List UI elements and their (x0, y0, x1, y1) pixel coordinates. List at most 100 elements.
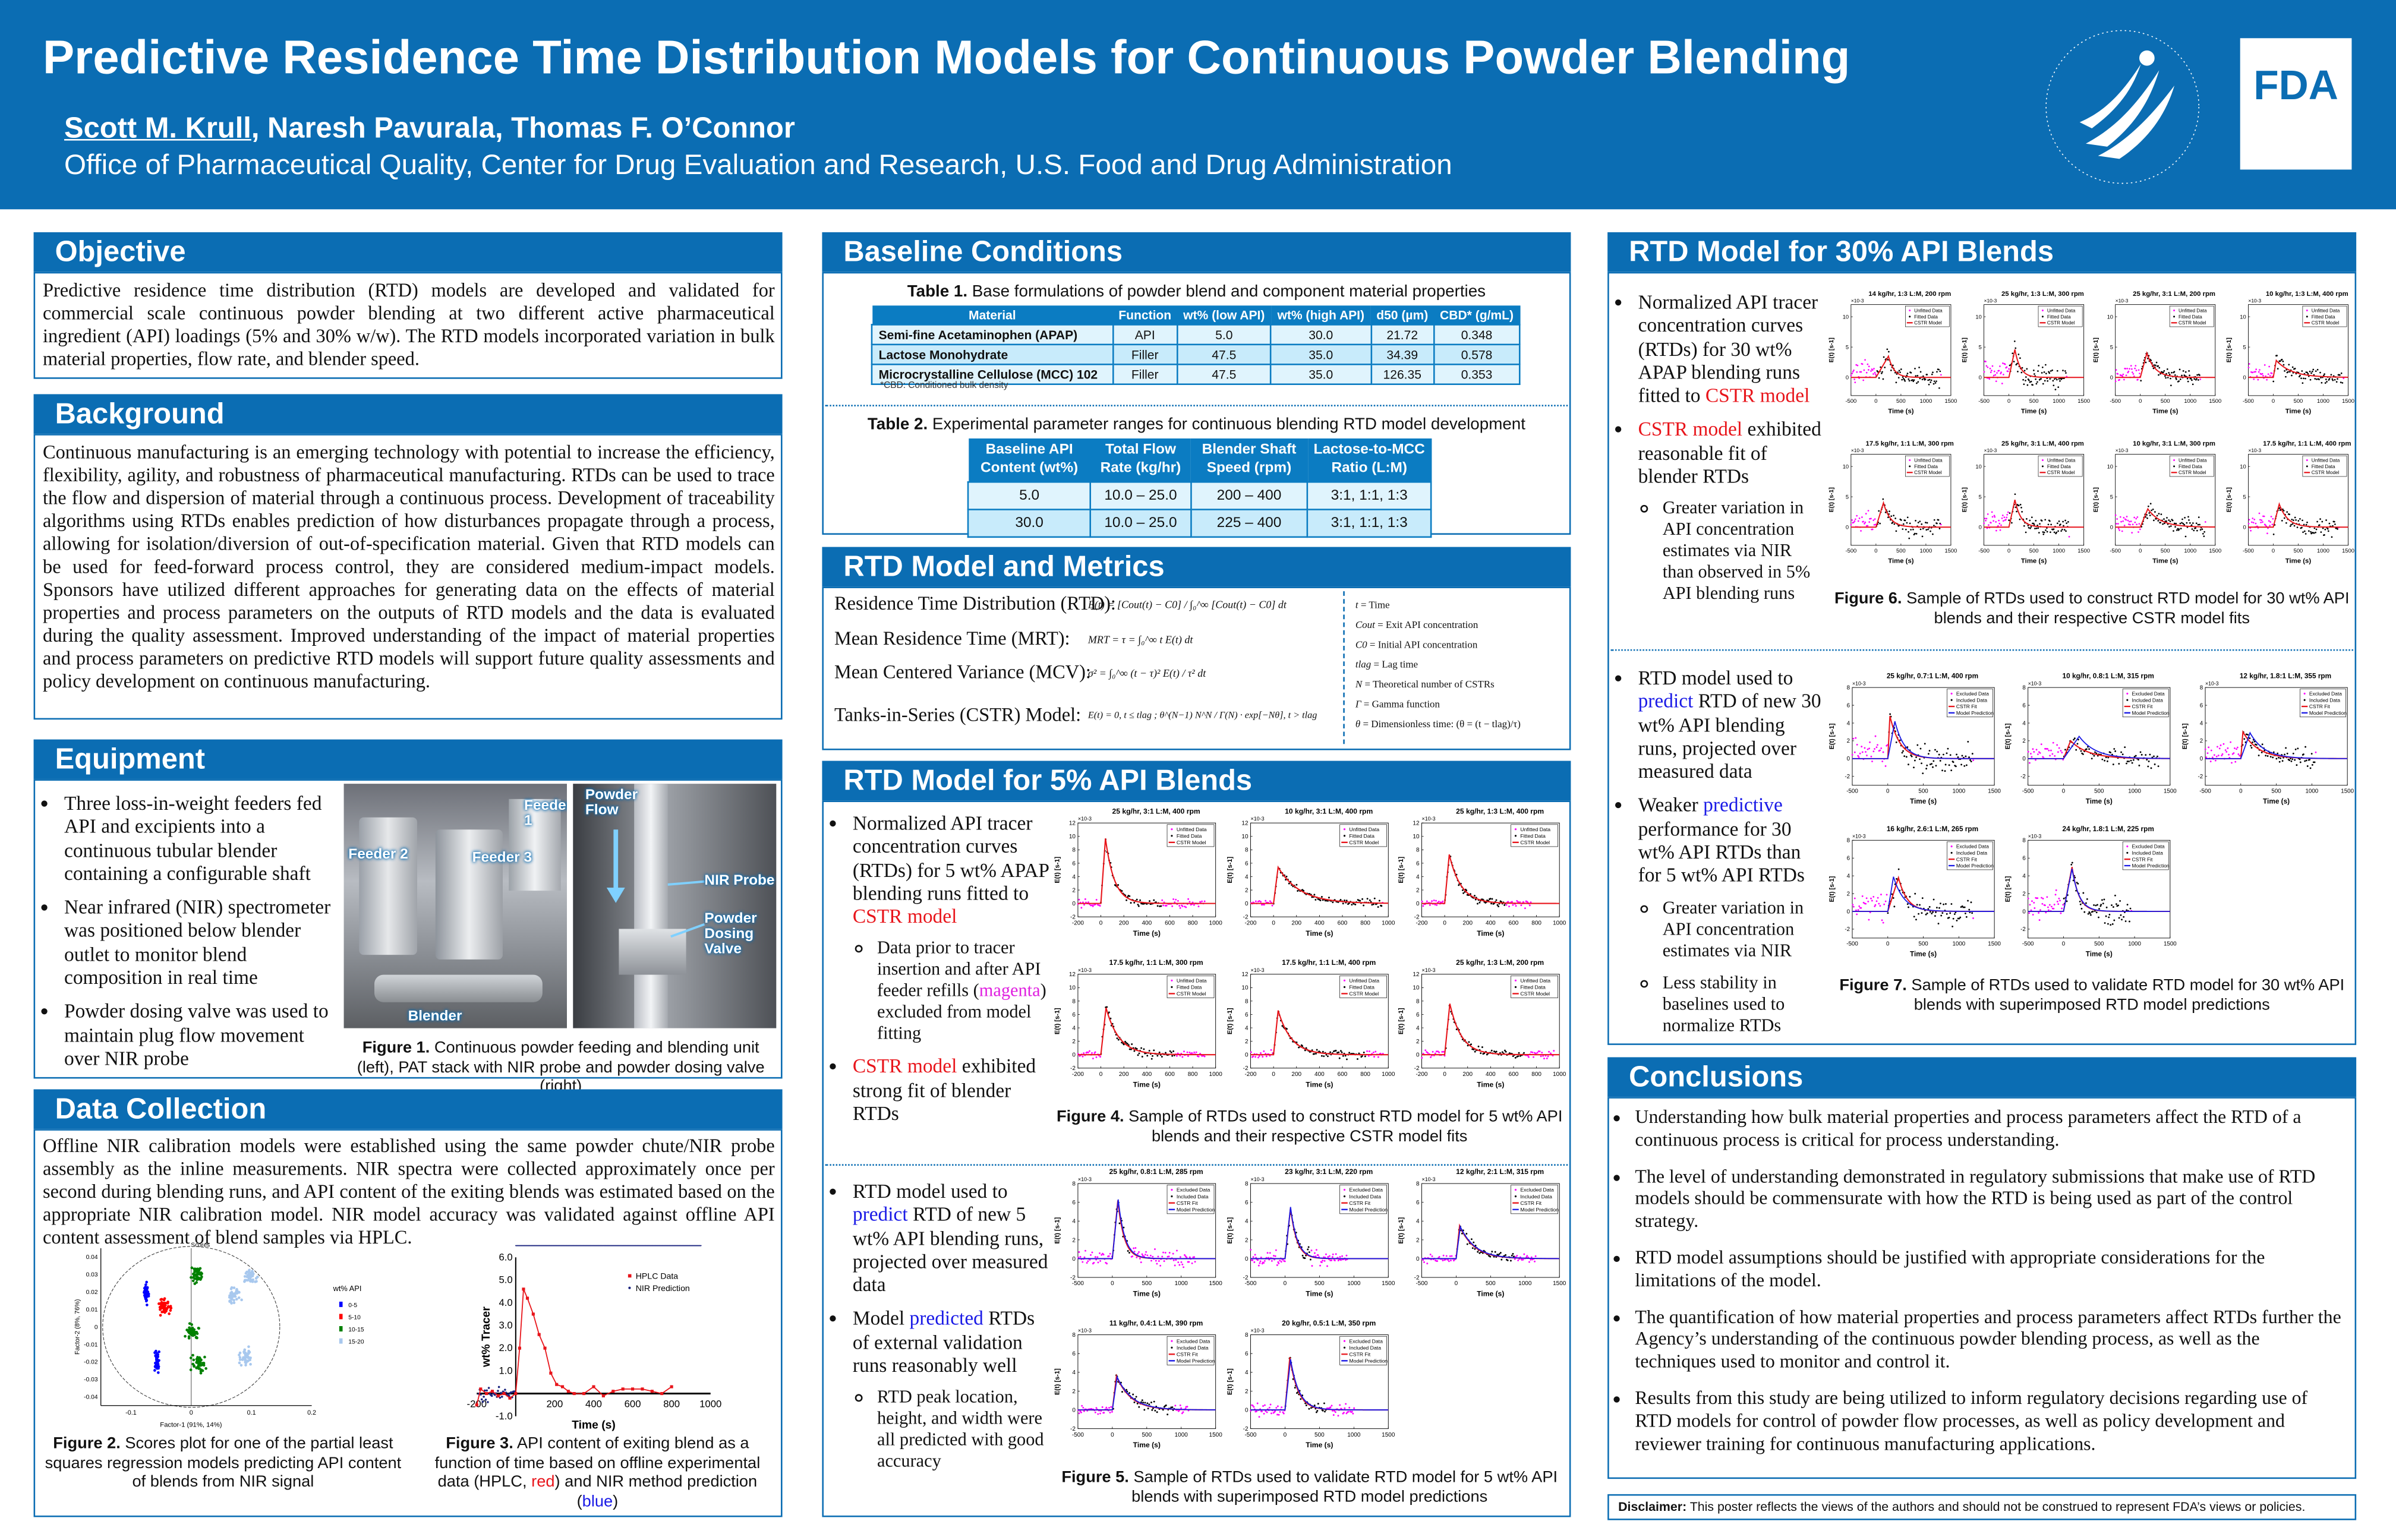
rtd-subplot: -200 0 200 400 600 800 1000-2024681012×10-325 … (1054, 807, 1222, 937)
x-tick-label: 1000 (2052, 547, 2064, 554)
fitted-data-point (1910, 754, 1912, 756)
y-tick-label: -2 (2021, 926, 2026, 933)
y-tick-label: 5.0 (499, 1274, 512, 1286)
fitted-data-point (1341, 902, 1344, 905)
legend-marker (1909, 465, 1911, 468)
excluded-data-point (2235, 748, 2237, 750)
figure-2-caption: Figure 2. Scores plot for one of the par… (45, 1434, 402, 1491)
excluded-data-point (1993, 516, 1995, 518)
y-tick-label: 8 (1072, 1181, 1076, 1187)
fitted-data-point (1376, 906, 1379, 908)
fitted-data-point (1929, 763, 1931, 765)
legend-box (1339, 1336, 1387, 1365)
excluded-data-point (1853, 751, 1856, 753)
legend-label: Fitted Data (2179, 314, 2202, 320)
fitted-data-point (2110, 924, 2112, 926)
figure-2-scores-plot: Scores -0.1 0 0.1 0.2 0.04 0.03 0.02 0.01 0 -0.01-… (43, 1241, 402, 1431)
fitted-data-point (1486, 899, 1489, 901)
fitted-data-point (2148, 760, 2151, 762)
score-point (187, 1335, 191, 1338)
fitted-data-point (2201, 528, 2203, 531)
rtd30-heading: RTD Model for 30% API Blends (1607, 232, 2357, 272)
excluded-data-point (2117, 373, 2119, 375)
fitted-data-point (1144, 1402, 1146, 1404)
y-tick-label: 0 (1072, 1256, 1076, 1263)
x-tick-label: 0 (1283, 1432, 1287, 1438)
fitted-data-point (1490, 902, 1493, 905)
fitted-data-point (2060, 528, 2063, 531)
fitted-data-point (1903, 755, 1906, 758)
nir-probe-label: NIR Probe (704, 872, 775, 889)
x-tick-label: 500 (1142, 1432, 1152, 1438)
fitted-data-point (2192, 522, 2194, 524)
fitted-data-point (1908, 906, 1909, 908)
excluded-data-point (2045, 747, 2048, 750)
excluded-data-point (1156, 1263, 1158, 1265)
excluded-data-point (1193, 904, 1195, 906)
score-point (190, 1266, 194, 1270)
excluded-data-point (2220, 755, 2222, 757)
y-tick-label: 8 (1072, 847, 1076, 854)
fitted-data-point (1467, 1044, 1470, 1047)
excluded-data-point (2061, 752, 2064, 754)
baseline-heading: Baseline Conditions (822, 232, 1571, 272)
fitted-data-point (2338, 374, 2340, 376)
score-point (204, 1367, 207, 1370)
fitted-data-point (2049, 370, 2051, 372)
fitted-data-point (1937, 923, 1940, 924)
y-tick-label: 6 (2023, 702, 2026, 709)
legend-label: Unfitted Data (1349, 977, 1379, 983)
hplc-data-point (560, 1385, 565, 1388)
y-tick-label: 5 (1978, 493, 1981, 500)
excluded-data-point (1080, 907, 1083, 909)
excluded-data-point (1528, 1056, 1530, 1058)
excluded-data-point (2031, 909, 2033, 911)
y-axis-label: E(t) [s-1] (2093, 487, 2099, 512)
fitted-data-point (2193, 378, 2196, 380)
fitted-data-point (2153, 364, 2155, 366)
score-point (169, 1309, 172, 1312)
table-row: Microcrystalline Cellulose (MCC) 102 Fill… (871, 363, 1521, 386)
legend-marker (2127, 845, 2129, 848)
fitted-data-point (2291, 519, 2294, 521)
excluded-data-point (2268, 525, 2270, 527)
excluded-data-point (2271, 517, 2273, 520)
excluded-data-point (1186, 1051, 1188, 1053)
excluded-data-point (1985, 527, 1988, 529)
legend-label: Fitted Data (1521, 984, 1546, 990)
excluded-data-point (2216, 746, 2218, 748)
fitted-data-point (1921, 523, 1923, 525)
excluded-data-point (2000, 517, 2003, 519)
fitted-data-point (2126, 762, 2128, 765)
fitted-data-point (2330, 536, 2332, 538)
nir-prediction-point (504, 1388, 506, 1391)
fitted-data-point (1971, 912, 1973, 914)
legend-marker (1950, 692, 1953, 695)
excluded-data-point (1171, 905, 1174, 907)
cstr-equation: E(t) = 0, t ≤ tlag ; θ^(N−1) N^N / Γ(N) … (1087, 710, 1317, 721)
fitted-data-point (2100, 905, 2102, 907)
excluded-data-point (2127, 370, 2130, 373)
excluded-data-point (2126, 516, 2128, 517)
excluded-data-point (1437, 1050, 1440, 1053)
fitted-data-point (2017, 354, 2019, 355)
y-tick-label: 2 (2023, 891, 2026, 897)
fitted-data-point (2159, 522, 2161, 523)
fitted-data-point (1889, 713, 1891, 715)
excluded-data-point (2266, 373, 2269, 375)
nir-prediction-point (497, 1386, 500, 1388)
y-tick-label: 6 (1417, 1012, 1420, 1018)
excluded-data-point (2250, 521, 2252, 523)
excluded-data-point (2254, 522, 2256, 525)
fitted-data-point (2340, 372, 2342, 374)
confidence-ellipse (102, 1246, 280, 1408)
fitted-data-point (1901, 378, 1903, 381)
hplc-data-point (508, 1396, 512, 1400)
fitted-data-point (1902, 376, 1904, 378)
fitted-data-point (2104, 898, 2106, 901)
fitted-data-point (1126, 899, 1128, 901)
fitted-data-point (2285, 511, 2287, 513)
